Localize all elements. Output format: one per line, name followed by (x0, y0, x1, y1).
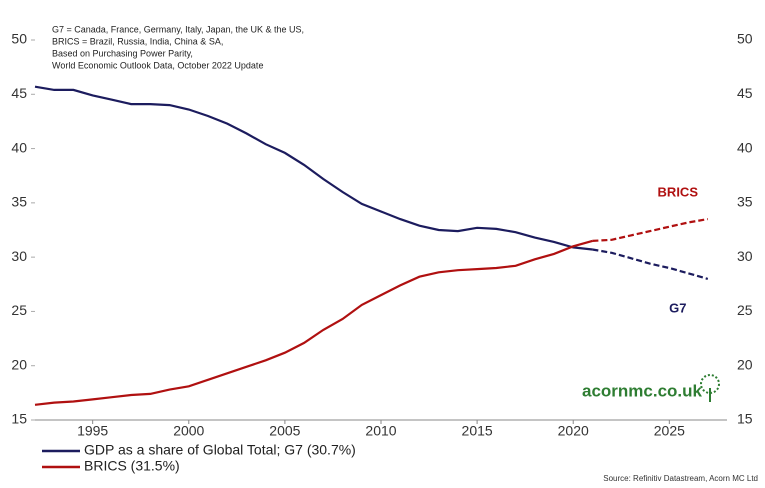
series-line (592, 248, 709, 280)
y-tick-label: 25 (11, 302, 27, 318)
series-line (34, 85, 593, 251)
legend-label: BRICS (31.5%) (84, 458, 180, 474)
series-line (34, 239, 593, 406)
y2-tick-label: 20 (737, 356, 753, 372)
watermark: acornmc.co.uk (582, 381, 703, 400)
series-label: BRICS (658, 185, 699, 200)
logo-tree (700, 374, 720, 402)
x-tick-label: 2000 (173, 423, 204, 439)
x-tick-label: 2010 (365, 423, 396, 439)
series-label: G7 (669, 300, 686, 315)
x-tick-label: 2020 (558, 423, 589, 439)
y-tick-label: 35 (11, 194, 27, 210)
x-tick-label: 2005 (269, 423, 300, 439)
y-tick-label: 45 (11, 85, 27, 101)
series-line (592, 218, 708, 242)
y2-tick-label: 50 (737, 31, 753, 47)
source: Source: Refinitiv Datastream, Acorn MC L… (603, 474, 758, 483)
y2-tick-label: 35 (737, 194, 753, 210)
note: BRICS = Brazil, Russia, India, China & S… (52, 36, 223, 46)
y-tick-label: 15 (11, 411, 27, 427)
y2-tick-label: 40 (737, 139, 753, 155)
note: Based on Purchasing Power Parity, (52, 48, 193, 58)
y2-tick-label: 15 (737, 411, 753, 427)
y2-tick-label: 25 (737, 302, 753, 318)
note: World Economic Outlook Data, October 202… (52, 60, 263, 70)
note: G7 = Canada, France, Germany, Italy, Jap… (52, 24, 304, 34)
y-tick-label: 50 (11, 31, 27, 47)
y2-tick-label: 45 (737, 85, 753, 101)
x-tick-label: 2025 (654, 423, 685, 439)
x-tick-label: 2015 (462, 423, 493, 439)
y-tick-label: 20 (11, 356, 27, 372)
y-tick-label: 40 (11, 139, 27, 155)
legend-label: GDP as a share of Global Total; G7 (30.7… (84, 442, 356, 458)
y2-tick-label: 30 (737, 248, 753, 264)
y-tick-label: 30 (11, 248, 27, 264)
x-tick-label: 1995 (77, 423, 108, 439)
